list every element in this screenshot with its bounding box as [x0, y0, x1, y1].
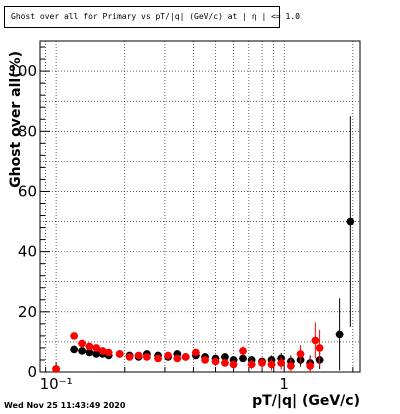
data-point — [143, 353, 151, 361]
data-point — [154, 354, 162, 363]
data-point — [239, 354, 247, 363]
data-point — [229, 360, 238, 369]
data-point — [296, 350, 305, 358]
data-point — [173, 354, 182, 363]
y-axis-title: Ghost over all(%) — [8, 51, 24, 188]
data-point — [115, 350, 124, 358]
data-point — [52, 365, 60, 373]
plot-frame — [39, 40, 361, 373]
data-point — [78, 339, 86, 348]
data-point — [346, 217, 355, 226]
y-tick-label: 0 — [27, 363, 37, 381]
chart-title: Ghost over all for Primary vs pT/|q| (Ge… — [11, 12, 300, 21]
x-tick-label: 10⁻¹ — [40, 375, 73, 393]
data-point — [98, 347, 107, 355]
data-point — [78, 347, 86, 355]
data-point — [306, 362, 314, 370]
data-point — [311, 336, 320, 345]
data-point — [104, 348, 113, 357]
data-point — [70, 332, 78, 340]
data-point — [134, 351, 143, 360]
data-point — [164, 351, 172, 360]
data-point — [85, 348, 94, 357]
data-point — [247, 360, 256, 369]
y-tick-label: 100 — [8, 62, 37, 80]
data-point — [92, 344, 101, 352]
data-point — [125, 353, 134, 361]
data-point — [287, 362, 295, 370]
y-tick-label: 60 — [18, 182, 37, 200]
x-tick-label: 1 — [279, 375, 289, 393]
data-point — [221, 359, 229, 367]
data-point — [335, 330, 344, 339]
data-point — [277, 359, 285, 367]
data-point — [239, 347, 247, 355]
x-axis-title: pT/|q| (GeV/c) — [252, 393, 360, 409]
y-tick-label: 40 — [18, 243, 37, 261]
data-point — [192, 348, 200, 357]
timestamp: Wed Nov 25 11:43:49 2020 — [4, 401, 126, 410]
data-point — [221, 353, 229, 361]
data-point — [267, 360, 276, 369]
data-point — [181, 353, 190, 361]
data-point — [211, 357, 220, 366]
data-point — [315, 344, 324, 352]
y-tick-label: 20 — [18, 303, 37, 321]
data-point — [92, 350, 101, 358]
data-point — [85, 342, 94, 351]
chart-title-box: Ghost over all for Primary vs pT/|q| (Ge… — [4, 6, 300, 28]
y-tick-label: 80 — [18, 122, 37, 140]
data-point — [70, 345, 78, 354]
data-point — [201, 356, 209, 364]
data-point — [258, 359, 266, 367]
